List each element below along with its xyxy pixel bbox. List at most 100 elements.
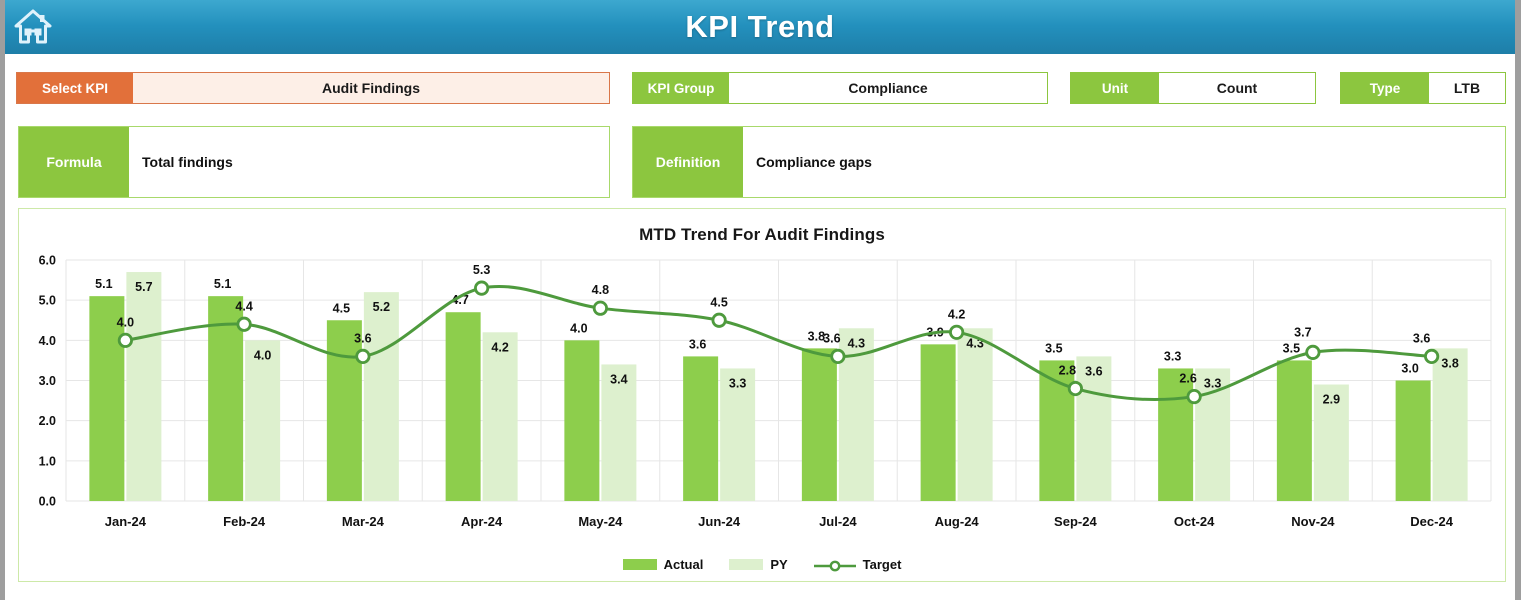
select-kpi-filter[interactable]: Select KPI Audit Findings bbox=[16, 72, 610, 104]
bar-actual bbox=[1276, 360, 1312, 501]
select-kpi-label: Select KPI bbox=[17, 73, 133, 103]
unit-label: Unit bbox=[1071, 73, 1159, 103]
data-label-py: 4.0 bbox=[254, 348, 271, 362]
unit-value[interactable]: Count bbox=[1159, 73, 1315, 103]
legend-label-py: PY bbox=[770, 557, 788, 572]
chart-title: MTD Trend For Audit Findings bbox=[639, 225, 885, 244]
data-label-target: 4.8 bbox=[592, 283, 609, 297]
legend-item-target[interactable]: Target bbox=[813, 557, 901, 572]
x-axis-tick-label: Dec-24 bbox=[1410, 514, 1453, 529]
x-axis-tick-label: Feb-24 bbox=[223, 514, 266, 529]
kpi-group-label: KPI Group bbox=[633, 73, 729, 103]
x-axis-tick-label: Jun-24 bbox=[698, 514, 741, 529]
legend-label-actual: Actual bbox=[663, 557, 704, 572]
marker-target bbox=[474, 280, 490, 296]
bar-actual bbox=[564, 340, 600, 501]
y-axis-tick-label: 3.0 bbox=[39, 374, 56, 388]
x-axis-tick-label: Apr-24 bbox=[461, 514, 503, 529]
data-label-actual: 4.0 bbox=[570, 321, 587, 335]
data-label-target: 4.5 bbox=[710, 295, 727, 309]
data-label-py: 2.9 bbox=[1323, 393, 1340, 407]
legend-swatch-target bbox=[813, 559, 856, 571]
data-label-py: 3.4 bbox=[610, 372, 627, 386]
legend-item-py[interactable]: PY bbox=[729, 557, 788, 572]
data-label-target: 3.6 bbox=[354, 331, 371, 345]
bar-py bbox=[1313, 384, 1349, 501]
y-axis-tick-label: 1.0 bbox=[39, 454, 56, 468]
kpi-trend-chart: 0.0 1.0 2.0 3.0 4.0 5.0 6.0 5.1 5.7 Jan-24 5.1 4.0 F… bbox=[39, 254, 1492, 529]
definition-label: Definition bbox=[633, 127, 743, 197]
bar-py bbox=[1076, 356, 1112, 501]
data-label-actual: 3.6 bbox=[689, 337, 706, 351]
chart-panel: MTD Trend For Audit Findings 0.0 1.0 2.0 3.… bbox=[18, 208, 1506, 582]
legend-item-actual[interactable]: Actual bbox=[622, 557, 704, 572]
data-label-actual: 5.1 bbox=[95, 277, 112, 291]
marker-target bbox=[592, 300, 608, 316]
select-kpi-value[interactable]: Audit Findings bbox=[133, 73, 609, 103]
bar-py bbox=[601, 364, 637, 501]
formula-value: Total findings bbox=[142, 154, 233, 170]
x-axis-tick-label: Jul-24 bbox=[819, 514, 857, 529]
legend-swatch-py bbox=[729, 559, 764, 570]
chart-legend: Actual PY Target bbox=[19, 557, 1505, 572]
home-icon[interactable] bbox=[10, 3, 56, 51]
bar-py bbox=[720, 368, 756, 501]
data-label-py: 4.2 bbox=[491, 340, 508, 354]
y-axis-tick-label: 2.0 bbox=[39, 414, 56, 428]
data-label-target: 4.4 bbox=[235, 299, 252, 313]
kpi-group-filter[interactable]: KPI Group Compliance bbox=[632, 72, 1048, 104]
bar-actual bbox=[1039, 360, 1075, 501]
bar-py bbox=[126, 272, 162, 501]
data-label-target: 3.7 bbox=[1294, 325, 1311, 339]
unit-filter[interactable]: Unit Count bbox=[1070, 72, 1316, 104]
marker-target bbox=[711, 312, 727, 328]
bar-py bbox=[363, 292, 399, 501]
bar-actual bbox=[801, 348, 837, 501]
marker-target bbox=[355, 348, 371, 364]
marker-target bbox=[949, 324, 965, 340]
app-header: KPI Trend bbox=[5, 0, 1515, 54]
type-label: Type bbox=[1341, 73, 1429, 103]
marker-target bbox=[236, 316, 252, 332]
data-label-py: 4.3 bbox=[848, 336, 865, 350]
x-axis-tick-label: Oct-24 bbox=[1174, 514, 1215, 529]
meta-bar: Formula Total findings Definition Compli… bbox=[0, 126, 1521, 200]
legend-swatch-actual bbox=[622, 559, 657, 570]
x-axis-tick-label: Mar-24 bbox=[342, 514, 385, 529]
y-axis-tick-label: 4.0 bbox=[39, 334, 56, 348]
data-label-target: 3.6 bbox=[823, 331, 840, 345]
kpi-group-value[interactable]: Compliance bbox=[729, 73, 1047, 103]
type-value[interactable]: LTB bbox=[1429, 73, 1505, 103]
page-title: KPI Trend bbox=[685, 9, 835, 44]
x-axis-tick-label: Nov-24 bbox=[1291, 514, 1335, 529]
data-label-py: 3.3 bbox=[1204, 376, 1221, 390]
bar-actual bbox=[683, 356, 719, 501]
data-label-actual: 4.5 bbox=[333, 301, 350, 315]
formula-box: Formula Total findings bbox=[18, 126, 610, 198]
bar-py bbox=[245, 340, 281, 501]
data-label-actual: 3.5 bbox=[1045, 341, 1062, 355]
data-label-target: 2.6 bbox=[1179, 372, 1196, 386]
data-label-actual: 5.1 bbox=[214, 277, 231, 291]
filter-bar: Select KPI Audit Findings KPI Group Comp… bbox=[0, 72, 1521, 108]
bar-py bbox=[957, 328, 993, 501]
marker-target bbox=[830, 348, 846, 364]
bar-actual bbox=[1158, 368, 1194, 501]
x-axis-tick-label: May-24 bbox=[578, 514, 623, 529]
marker-target bbox=[1424, 348, 1440, 364]
data-label-target: 4.2 bbox=[948, 307, 965, 321]
bar-py bbox=[482, 332, 518, 501]
definition-box: Definition Compliance gaps bbox=[632, 126, 1506, 198]
bar-actual bbox=[1395, 380, 1431, 501]
bar-py bbox=[1432, 348, 1468, 501]
bar-actual bbox=[920, 344, 956, 501]
y-axis-tick-label: 6.0 bbox=[39, 254, 56, 268]
marker-target bbox=[1067, 380, 1083, 397]
type-filter[interactable]: Type LTB bbox=[1340, 72, 1506, 104]
bar-actual bbox=[89, 296, 125, 501]
data-label-target: 4.0 bbox=[117, 315, 134, 329]
bar-actual bbox=[326, 320, 362, 501]
data-label-py: 3.8 bbox=[1441, 356, 1458, 370]
x-axis-tick-label: Sep-24 bbox=[1054, 514, 1097, 529]
